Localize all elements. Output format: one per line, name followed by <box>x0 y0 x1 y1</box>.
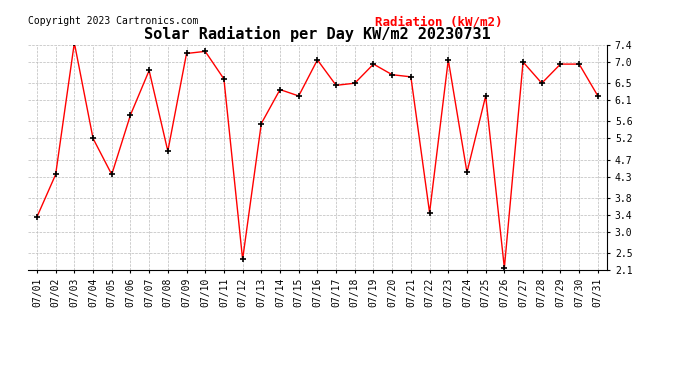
Text: Radiation (kW/m2): Radiation (kW/m2) <box>375 16 503 29</box>
Title: Solar Radiation per Day KW/m2 20230731: Solar Radiation per Day KW/m2 20230731 <box>144 27 491 42</box>
Text: Copyright 2023 Cartronics.com: Copyright 2023 Cartronics.com <box>28 16 198 26</box>
